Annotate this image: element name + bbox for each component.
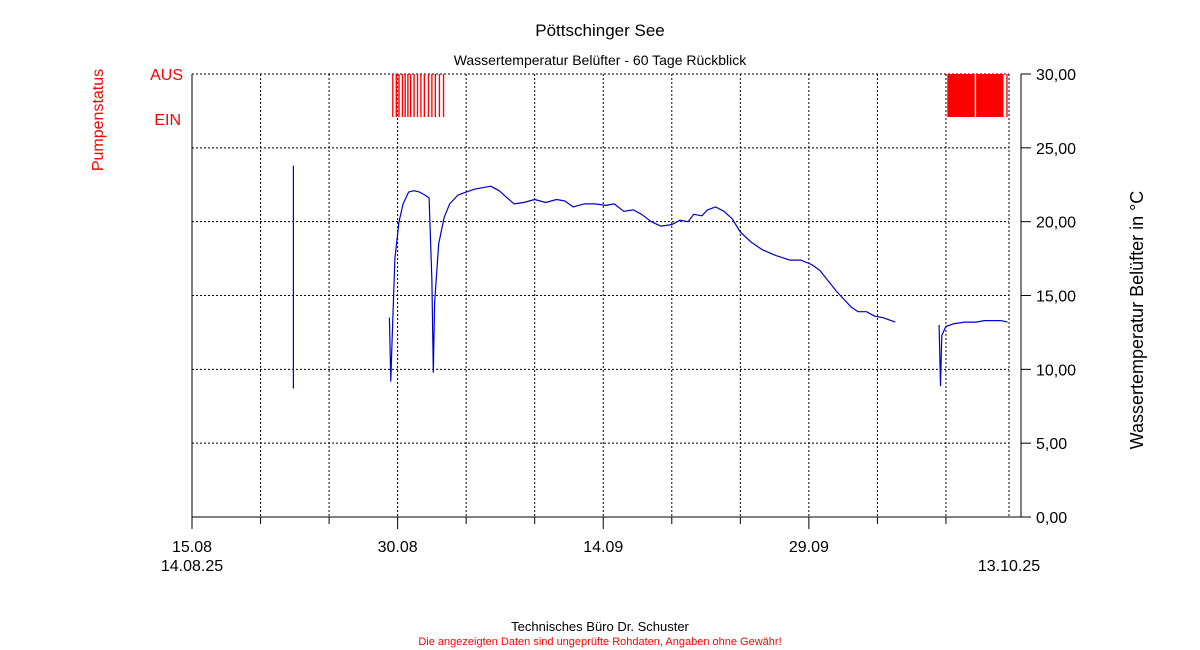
x-range-end-label: 13.10.25 (978, 558, 1040, 575)
pump-label-aus: AUS (150, 67, 183, 84)
chart-subtitle: Wassertemperatur Belüfter - 60 Tage Rück… (454, 52, 748, 68)
x-tick-label-2: 14.09 (583, 539, 623, 556)
pump-on-bar-7 (413, 74, 415, 117)
x-range-start-label: 14.08.25 (161, 558, 223, 575)
pump-on-bar-8 (416, 74, 419, 117)
temperature-line-segment-0-2 (938, 320, 1008, 387)
pump-on-bar-11 (427, 74, 430, 117)
pump-on-bar-16 (947, 74, 975, 117)
pump-on-bar-0 (392, 74, 394, 117)
pump-on-bar-2 (398, 74, 400, 117)
y-tick-label-3: 15,00 (1036, 289, 1076, 306)
pump-on-bar-10 (423, 74, 426, 117)
footer-credit: Technisches Büro Dr. Schuster (511, 619, 689, 634)
y-tick-label-2: 10,00 (1036, 362, 1076, 379)
pump-on-bar-1 (395, 74, 397, 117)
pump-status-bars (392, 74, 1008, 117)
pump-on-bar-9 (420, 74, 422, 117)
right-axis-label: Wassertemperatur Belüfter in °C (1127, 191, 1147, 450)
pump-on-bar-13 (434, 74, 437, 117)
pump-on-bar-17 (976, 74, 1004, 117)
pump-on-bar-12 (431, 74, 433, 117)
pump-on-bar-5 (407, 74, 409, 117)
pump-on-bar-18 (1006, 74, 1008, 117)
y-tick-label-6: 30,00 (1036, 67, 1076, 84)
x-tick-label-1: 30.08 (378, 539, 418, 556)
pump-on-bar-3 (401, 74, 404, 117)
pump-on-bar-6 (409, 74, 412, 117)
pump-on-bar-15 (442, 74, 445, 117)
pump-label-ein: EIN (154, 112, 181, 129)
pump-on-bar-4 (404, 74, 406, 117)
temperature-series (292, 165, 1008, 389)
temperature-line-segment-0-1 (388, 185, 896, 382)
grid (192, 73, 1010, 517)
y-tick-label-1: 5,00 (1036, 436, 1067, 453)
y-tick-label-4: 20,00 (1036, 215, 1076, 232)
chart-title: Pöttschinger See (535, 21, 664, 40)
x-tick-label-3: 29.09 (789, 539, 829, 556)
x-tick-label-0: 15.08 (172, 539, 212, 556)
pump-status-axis-label: Pumpenstatus (90, 69, 107, 171)
axes: 0,00 5,00 10,00 15,00 20,00 25,00 30,00 15.08 30… (172, 67, 1076, 556)
y-tick-label-5: 25,00 (1036, 141, 1076, 158)
footer-disclaimer: Die angezeigten Daten sind ungeprüfte Ro… (418, 636, 781, 648)
y-tick-label-0: 0,00 (1036, 510, 1067, 527)
pump-on-bar-14 (438, 74, 441, 117)
